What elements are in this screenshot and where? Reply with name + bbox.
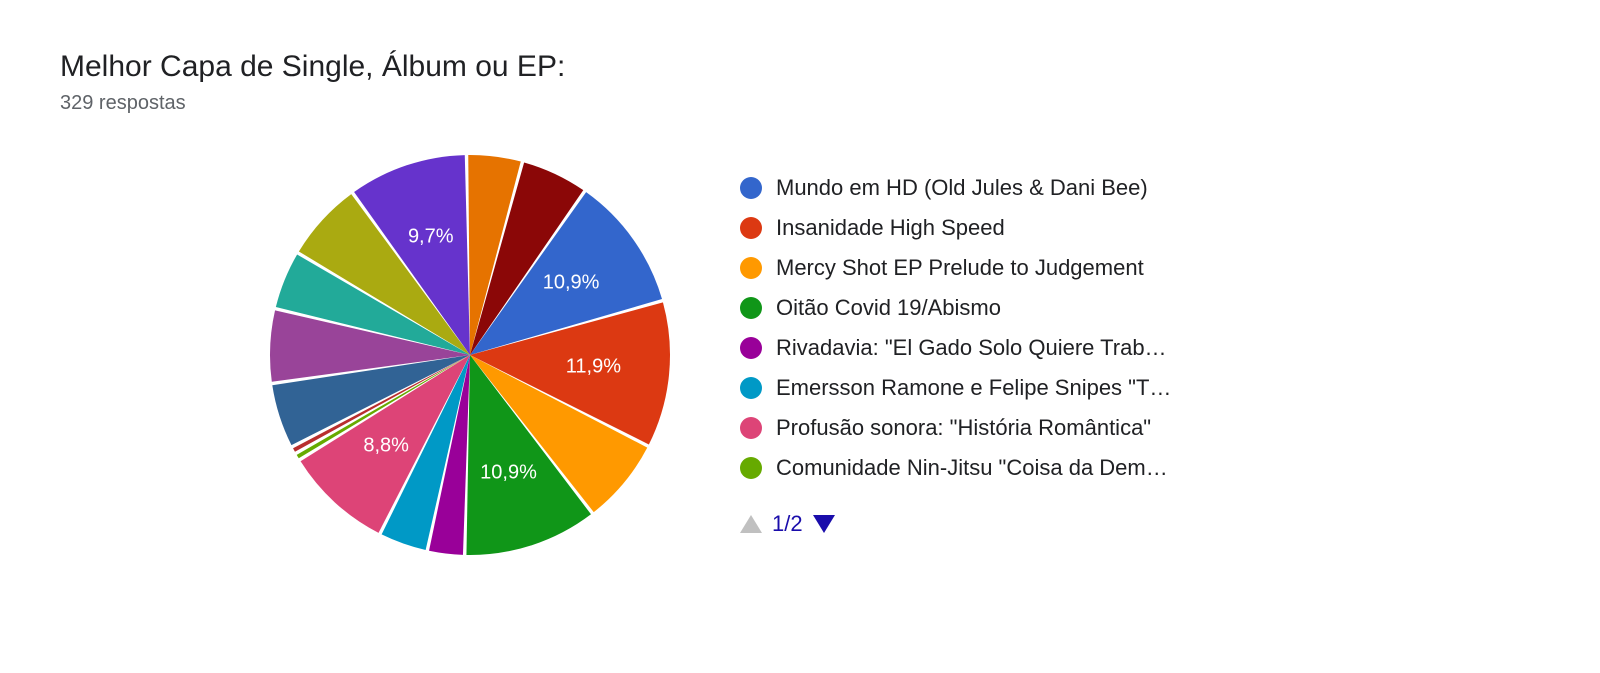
content-row: 10,9% 11,9% 10,9% 8,8% 9,7% Mundo em HD (Old…: [60, 145, 1540, 565]
legend-swatch-icon: [740, 337, 762, 359]
legend-item[interactable]: Mundo em HD (Old Jules & Dani Bee): [740, 175, 1540, 201]
legend-swatch-icon: [740, 417, 762, 439]
slice-label: 11,9%: [566, 356, 621, 379]
chart-title: Melhor Capa de Single, Álbum ou EP:: [60, 50, 1540, 84]
pie-chart[interactable]: 10,9% 11,9% 10,9% 8,8% 9,7%: [260, 145, 680, 565]
legend-label: Mundo em HD (Old Jules & Dani Bee): [776, 175, 1148, 201]
legend-swatch-icon: [740, 457, 762, 479]
legend-label: Oitão Covid 19/Abismo: [776, 295, 1001, 321]
legend-item[interactable]: Emersson Ramone e Felipe Snipes "T…: [740, 375, 1540, 401]
pager-text: 1/2: [772, 511, 803, 537]
pager-down-icon[interactable]: [813, 515, 835, 533]
legend-item[interactable]: Oitão Covid 19/Abismo: [740, 295, 1540, 321]
legend-swatch-icon: [740, 257, 762, 279]
legend-label: Profusão sonora: "História Romântica": [776, 415, 1151, 441]
slice-label: 9,7%: [408, 226, 454, 249]
legend-item[interactable]: Comunidade Nin-Jitsu "Coisa da Dem…: [740, 455, 1540, 481]
legend-swatch-icon: [740, 177, 762, 199]
pager-up-icon[interactable]: [740, 515, 762, 533]
legend-label: Comunidade Nin-Jitsu "Coisa da Dem…: [776, 455, 1168, 481]
legend-label: Rivadavia: "El Gado Solo Quiere Trab…: [776, 335, 1167, 361]
chart-container: Melhor Capa de Single, Álbum ou EP: 329 …: [0, 0, 1600, 673]
legend-item[interactable]: Insanidade High Speed: [740, 215, 1540, 241]
legend-label: Insanidade High Speed: [776, 215, 1005, 241]
legend-swatch-icon: [740, 377, 762, 399]
legend: Mundo em HD (Old Jules & Dani Bee) Insani…: [740, 145, 1540, 537]
legend-item[interactable]: Profusão sonora: "História Romântica": [740, 415, 1540, 441]
response-count: 329 respostas: [60, 92, 1540, 115]
slice-label: 8,8%: [363, 435, 409, 458]
legend-item[interactable]: Rivadavia: "El Gado Solo Quiere Trab…: [740, 335, 1540, 361]
legend-swatch-icon: [740, 217, 762, 239]
legend-item[interactable]: Mercy Shot EP Prelude to Judgement: [740, 255, 1540, 281]
legend-pager: 1/2: [740, 511, 1540, 537]
slice-label: 10,9%: [543, 272, 600, 295]
legend-label: Emersson Ramone e Felipe Snipes "T…: [776, 375, 1171, 401]
legend-swatch-icon: [740, 297, 762, 319]
slice-label: 10,9%: [480, 461, 537, 484]
legend-label: Mercy Shot EP Prelude to Judgement: [776, 255, 1144, 281]
